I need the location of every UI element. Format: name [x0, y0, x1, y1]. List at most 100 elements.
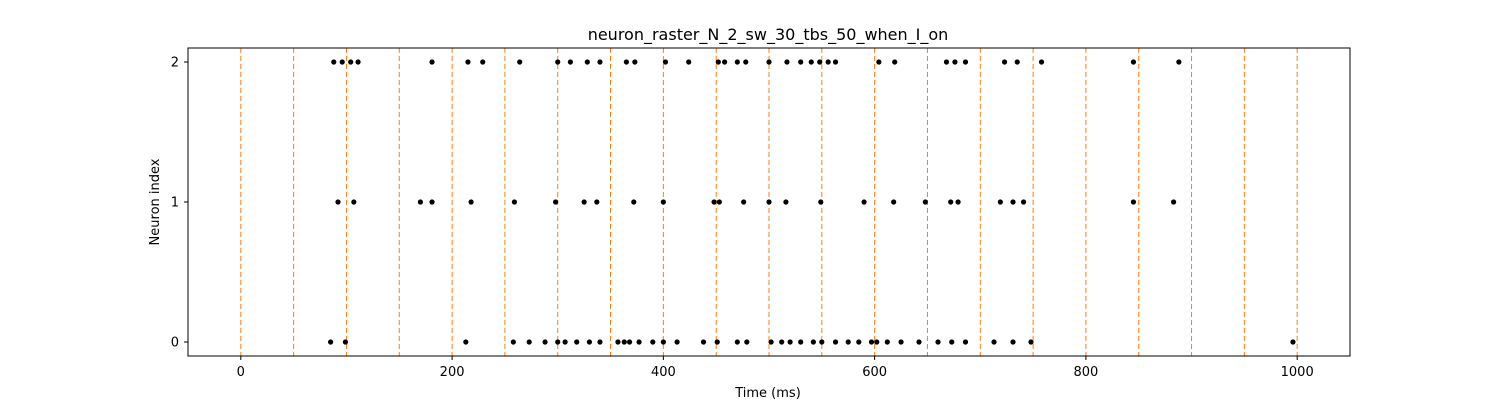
y-tick-label-1: 1: [171, 196, 179, 211]
spike-point-n0-12: [621, 339, 627, 345]
spike-point-n0-4: [526, 339, 532, 345]
spike-point-n1-20: [948, 199, 954, 205]
spike-point-n1-2: [417, 199, 423, 205]
spike-point-n2-12: [623, 59, 629, 65]
spike-point-n2-13: [632, 59, 638, 65]
spike-point-n1-6: [553, 199, 559, 205]
spike-point-n1-1: [351, 199, 357, 205]
spike-point-n1-23: [1010, 199, 1016, 205]
x-axis-ticks: 0 200 400 600 800 1000: [237, 356, 1314, 380]
spike-point-n0-24: [787, 339, 793, 345]
spike-point-n2-36: [1176, 59, 1182, 65]
spike-point-n0-17: [674, 339, 680, 345]
spike-point-n0-9: [586, 339, 593, 345]
spike-point-n2-33: [1014, 59, 1020, 65]
y-axis-ticks: 0 1 2: [171, 56, 188, 351]
spike-point-n0-41: [1028, 339, 1034, 345]
spike-point-n0-28: [832, 339, 839, 345]
spike-point-n2-7: [517, 59, 523, 65]
spike-point-n0-10: [597, 339, 603, 345]
spike-point-n0-22: [768, 339, 774, 345]
spike-point-n0-29: [845, 339, 851, 345]
spike-point-n0-30: [856, 339, 862, 345]
spike-point-n1-0: [335, 199, 341, 205]
y-tick-label-0: 0: [171, 336, 179, 351]
spike-point-n0-42: [1290, 339, 1296, 345]
chart-title: neuron_raster_N_2_sw_30_tbs_50_when_I_on: [588, 25, 949, 45]
spike-point-n1-22: [997, 199, 1003, 205]
spike-point-n2-35: [1130, 59, 1137, 65]
spike-point-n2-4: [429, 59, 435, 65]
spike-point-n2-22: [798, 59, 804, 65]
spike-point-n2-29: [943, 59, 950, 65]
spike-point-n0-40: [1010, 339, 1016, 345]
spike-point-n2-2: [348, 59, 354, 65]
spike-point-n2-30: [952, 59, 958, 65]
spike-point-n0-35: [916, 339, 922, 345]
spike-point-n0-26: [810, 339, 816, 345]
spike-point-n1-9: [631, 199, 637, 205]
spike-point-n1-12: [716, 199, 722, 205]
spike-point-n2-1: [339, 59, 345, 65]
spike-point-n2-23: [808, 59, 814, 65]
spike-point-n1-3: [429, 199, 435, 205]
spike-point-n0-21: [744, 339, 750, 345]
spike-point-n2-32: [1001, 59, 1008, 65]
spike-point-n2-34: [1038, 59, 1045, 65]
x-tick-label-1000: 1000: [1281, 365, 1314, 380]
spike-point-n2-6: [480, 59, 486, 65]
spike-point-n0-7: [562, 339, 568, 345]
x-tick-label-400: 400: [651, 365, 676, 380]
spike-point-n0-8: [574, 339, 580, 345]
spike-point-n1-7: [581, 199, 587, 205]
spike-point-n0-31: [868, 339, 875, 345]
spike-point-n1-15: [783, 199, 789, 205]
x-tick-label-800: 800: [1073, 365, 1098, 380]
spike-point-n0-33: [884, 339, 890, 345]
spike-point-n0-32: [874, 339, 880, 345]
x-tick-label-600: 600: [862, 365, 887, 380]
spike-point-n1-8: [594, 199, 600, 205]
spike-point-n2-26: [832, 59, 839, 65]
spike-point-n1-19: [922, 199, 928, 205]
spike-point-n0-6: [555, 339, 561, 345]
spike-point-n0-11: [615, 339, 621, 345]
spike-point-n2-24: [817, 59, 823, 65]
spike-point-n2-0: [331, 59, 337, 65]
spike-point-n1-25: [1130, 199, 1137, 205]
spike-point-n2-16: [715, 59, 721, 65]
spike-point-n2-9: [567, 59, 574, 65]
spike-point-n1-4: [468, 199, 474, 205]
spike-point-n2-19: [743, 59, 749, 65]
spike-point-n1-18: [891, 199, 897, 205]
x-tick-label-200: 200: [440, 365, 465, 380]
spike-point-n2-20: [766, 59, 772, 65]
x-axis-label: Time (ms): [734, 386, 801, 400]
spike-point-n2-31: [962, 59, 969, 65]
spike-point-n0-0: [328, 339, 334, 345]
spike-point-n2-25: [825, 59, 831, 65]
spike-point-n1-16: [818, 199, 824, 205]
spike-points-layer: [328, 59, 1296, 345]
spike-point-n2-28: [892, 59, 898, 65]
y-axis-label: Neuron index: [148, 158, 163, 245]
spike-point-n0-15: [650, 339, 656, 345]
spike-point-n2-18: [734, 59, 740, 65]
spike-point-n2-11: [597, 59, 603, 65]
spike-point-n1-13: [741, 199, 747, 205]
spike-point-n2-10: [584, 59, 590, 65]
spike-point-n0-39: [991, 339, 997, 345]
spike-point-n2-8: [555, 59, 561, 65]
spike-point-n1-21: [955, 199, 961, 205]
spike-point-n0-14: [636, 339, 642, 345]
spike-point-n0-25: [798, 339, 804, 345]
spike-point-n0-19: [714, 339, 720, 345]
spike-point-n0-38: [962, 339, 969, 345]
spike-point-n1-14: [766, 199, 772, 205]
spike-point-n0-34: [898, 339, 904, 345]
spike-point-n0-23: [779, 339, 785, 345]
spike-point-n0-37: [949, 339, 955, 345]
x-tick-label-0: 0: [237, 365, 245, 380]
